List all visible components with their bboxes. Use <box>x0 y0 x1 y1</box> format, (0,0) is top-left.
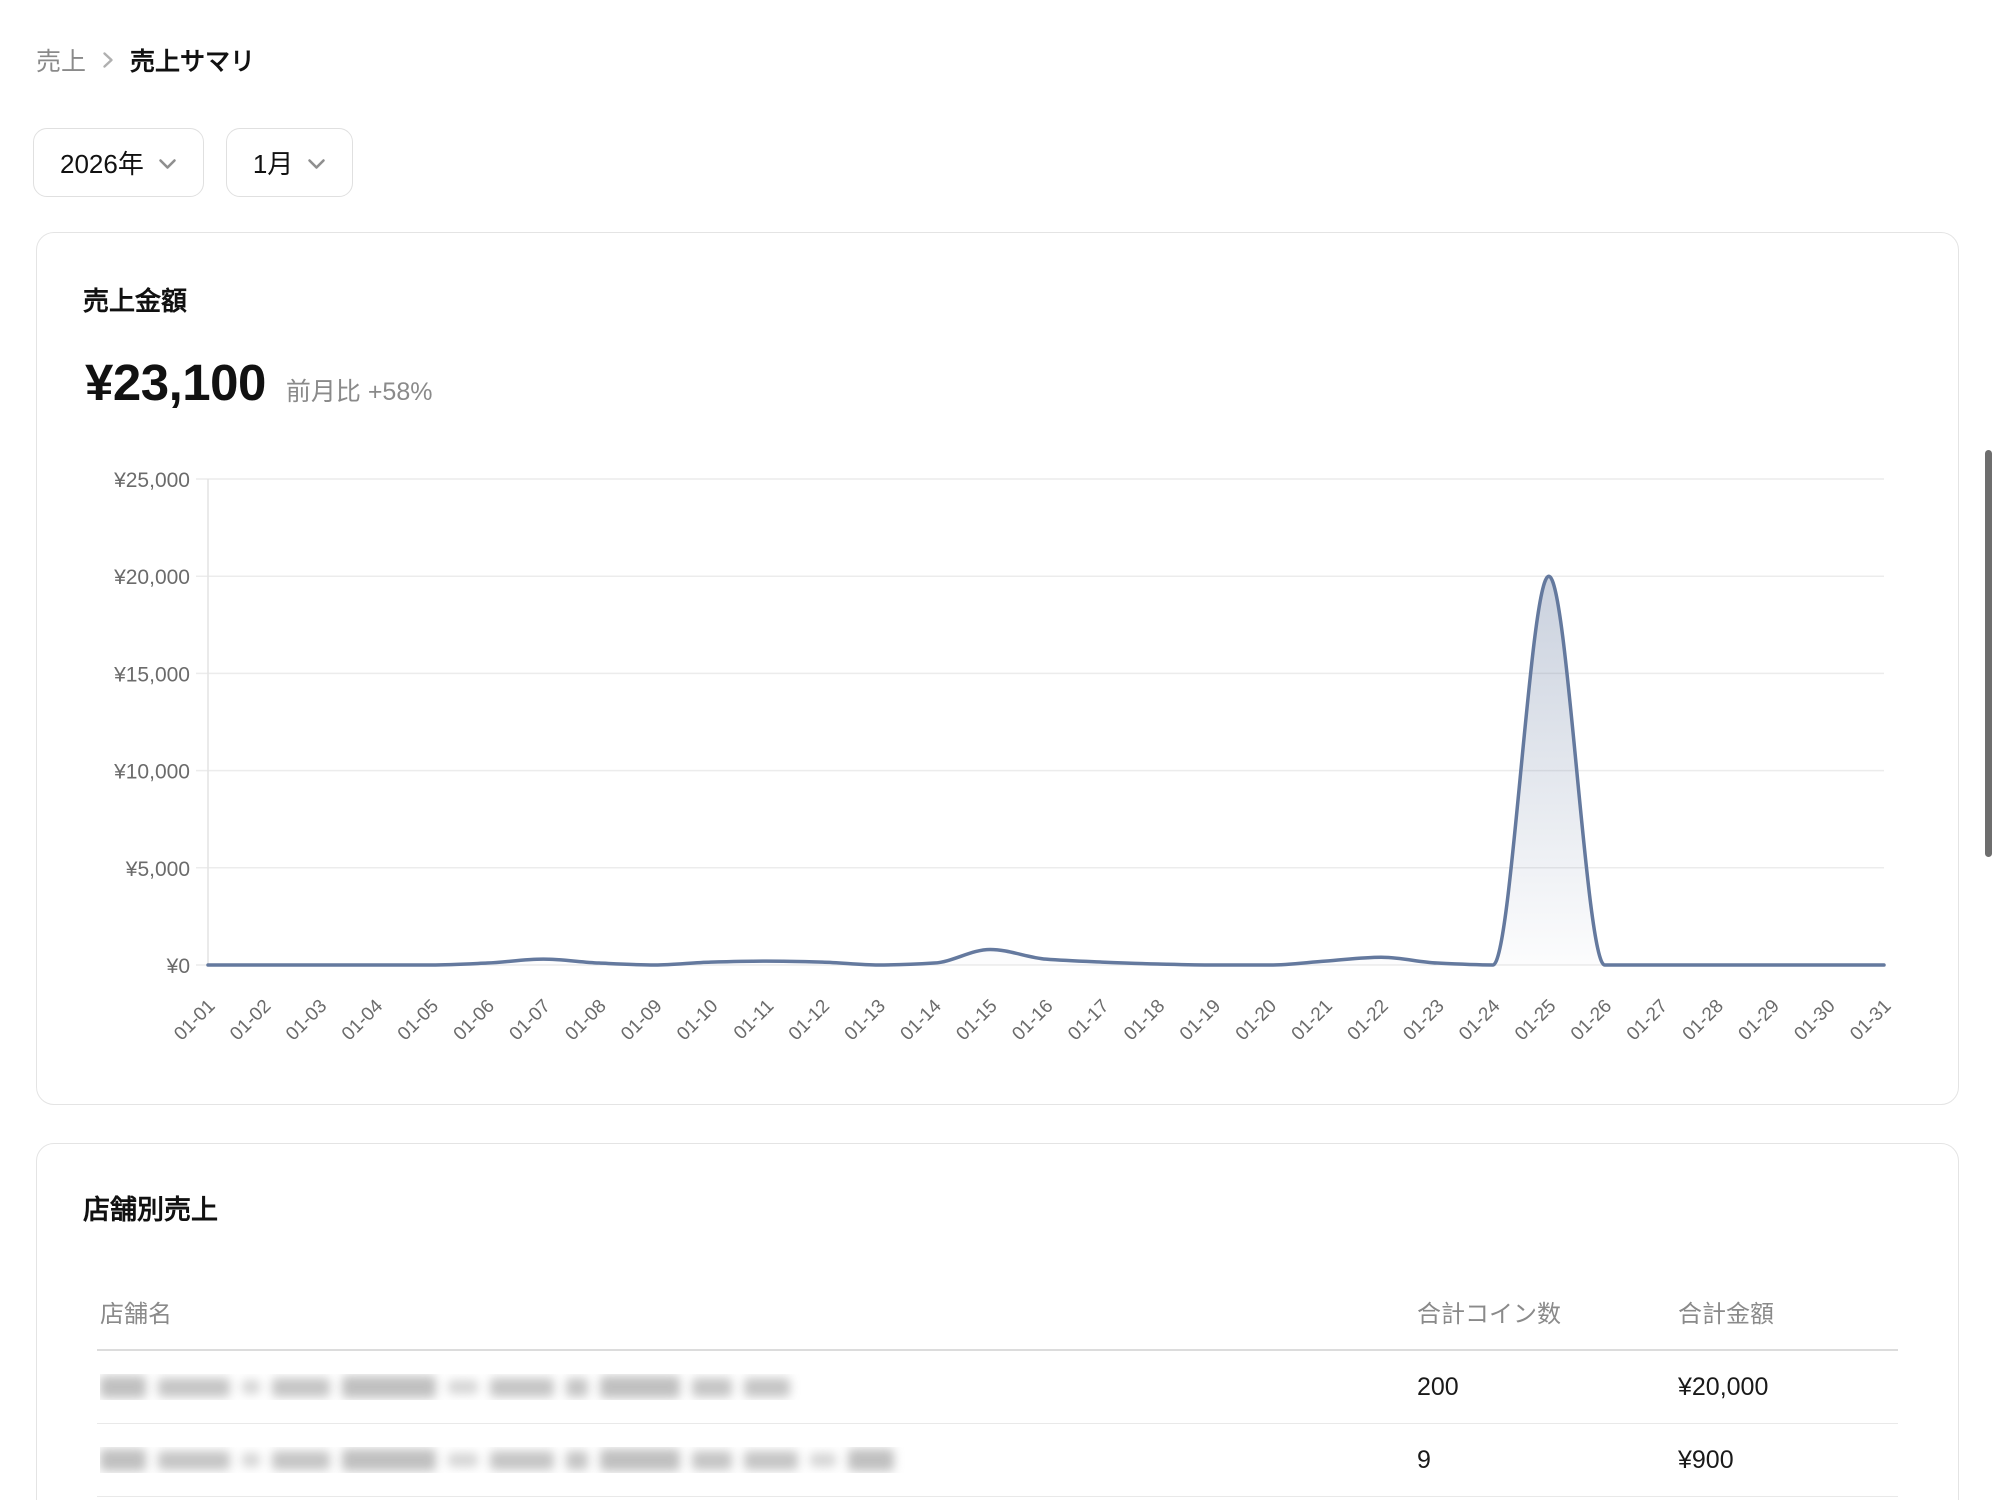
redacted-store-name <box>100 1447 1417 1473</box>
x-axis-label: 01-25 <box>1511 996 1560 1045</box>
store-sales-card: 店舗別売上 店舗名 合計コイン数 合計金額 200 ¥20,000 9 ¥900 <box>36 1143 1959 1500</box>
total-sales-amount: ¥23,100 <box>85 354 266 411</box>
column-header-store-name: 店舗名 <box>100 1301 172 1328</box>
breadcrumb-sales-link[interactable]: 売上 <box>36 48 87 76</box>
x-axis-label: 01-24 <box>1455 995 1505 1045</box>
x-axis-label: 01-15 <box>952 996 1001 1045</box>
x-axis-label: 01-27 <box>1623 996 1672 1045</box>
column-header-total-coins: 合計コイン数 <box>1417 1301 1561 1328</box>
sales-summary-card: 売上金額 ¥23,100 前月比 +58% ¥0 ¥5,000 ¥10,000 ¥15… <box>36 232 1959 1105</box>
y-axis-label: ¥0 <box>166 955 190 978</box>
series-line <box>206 574 1886 967</box>
y-axis-label: ¥5,000 <box>125 858 190 881</box>
month-select[interactable]: 1月 <box>225 128 354 197</box>
store-table-body: 200 ¥20,000 9 ¥900 <box>97 1351 1898 1497</box>
chevron-down-icon <box>307 158 326 170</box>
x-axis-label: 01-11 <box>730 996 778 1044</box>
store-card-title: 店舗別売上 <box>83 1195 218 1225</box>
store-name-cell <box>97 1374 1417 1400</box>
chevron-down-icon <box>158 158 177 170</box>
x-axis-label: 01-28 <box>1679 996 1728 1045</box>
x-axis-label: 01-13 <box>841 996 890 1045</box>
table-header-row: 店舗名 合計コイン数 合計金額 <box>97 1274 1898 1351</box>
x-axis-label: 01-03 <box>282 996 331 1045</box>
sales-chart-canvas: ¥0 ¥5,000 ¥10,000 ¥15,000 ¥20,000 ¥25,000 01-0… <box>113 469 1895 1045</box>
x-axis-label: 01-14 <box>897 995 947 1045</box>
x-axis-label: 01-16 <box>1008 996 1057 1045</box>
x-axis-label: 01-05 <box>394 996 443 1045</box>
mom-label: 前月比 <box>285 378 361 406</box>
y-axis-label: ¥10,000 <box>113 761 190 784</box>
series-area-fill <box>208 576 1884 965</box>
x-axis-label: 01-17 <box>1064 996 1113 1045</box>
mom-value: +58% <box>367 378 433 406</box>
x-axis-label: 01-22 <box>1344 996 1393 1045</box>
x-axis-label: 01-23 <box>1399 996 1448 1045</box>
x-axis-label: 01-06 <box>450 996 499 1045</box>
month-select-value: 1月 <box>252 149 294 179</box>
store-name-cell <box>97 1447 1417 1473</box>
total-coins-cell: 200 <box>1417 1372 1459 1401</box>
x-axis-label: 01-18 <box>1120 996 1169 1045</box>
sales-area-chart: ¥0 ¥5,000 ¥10,000 ¥15,000 ¥20,000 ¥25,000 01-0… <box>37 461 1960 1106</box>
y-axis-label: ¥15,000 <box>113 663 190 686</box>
x-axis-label: 01-04 <box>338 995 388 1045</box>
total-amount-cell: ¥20,000 <box>1678 1372 1769 1401</box>
x-axis-label: 01-31 <box>1846 996 1895 1045</box>
month-over-month: 前月比 +58% <box>286 372 433 408</box>
year-select[interactable]: 2026年 <box>33 128 204 197</box>
redacted-store-name <box>100 1374 1417 1400</box>
column-header-total-amount: 合計金額 <box>1678 1301 1774 1328</box>
x-axis-label: 01-02 <box>226 996 275 1045</box>
x-axis-label: 01-08 <box>561 996 610 1045</box>
x-axis-label: 01-19 <box>1176 996 1225 1045</box>
chevron-right-icon <box>102 51 114 69</box>
x-axis-label: 01-21 <box>1288 996 1337 1045</box>
breadcrumb-current: 売上サマリ <box>130 48 256 76</box>
table-row: 9 ¥900 <box>97 1424 1898 1497</box>
x-axis-label: 01-01 <box>170 996 219 1045</box>
x-axis-label: 01-07 <box>506 996 555 1045</box>
x-axis-label: 01-12 <box>785 996 834 1045</box>
total-amount-cell: ¥900 <box>1678 1445 1734 1474</box>
table-row: 200 ¥20,000 <box>97 1351 1898 1424</box>
x-axis-label: 01-29 <box>1735 996 1784 1045</box>
sales-card-title: 売上金額 <box>83 286 188 316</box>
total-sales-row: ¥23,100 前月比 +58% <box>85 353 432 412</box>
year-select-value: 2026年 <box>60 149 144 179</box>
period-filters: 2026年 1月 <box>33 128 354 197</box>
store-sales-table: 店舗名 合計コイン数 合計金額 200 ¥20,000 9 ¥900 <box>97 1274 1898 1497</box>
x-axis-label: 01-30 <box>1790 996 1839 1045</box>
total-coins-cell: 9 <box>1417 1445 1431 1474</box>
x-axis-label: 01-26 <box>1567 996 1616 1045</box>
x-axis-label: 01-20 <box>1232 996 1281 1045</box>
x-axis-label: 01-09 <box>617 996 666 1045</box>
y-axis-label: ¥25,000 <box>113 469 190 492</box>
x-axis-label: 01-10 <box>673 996 722 1045</box>
breadcrumb: 売上 売上サマリ <box>36 42 255 78</box>
y-axis-label: ¥20,000 <box>113 566 190 589</box>
vertical-scrollbar-thumb[interactable] <box>1985 450 1992 857</box>
